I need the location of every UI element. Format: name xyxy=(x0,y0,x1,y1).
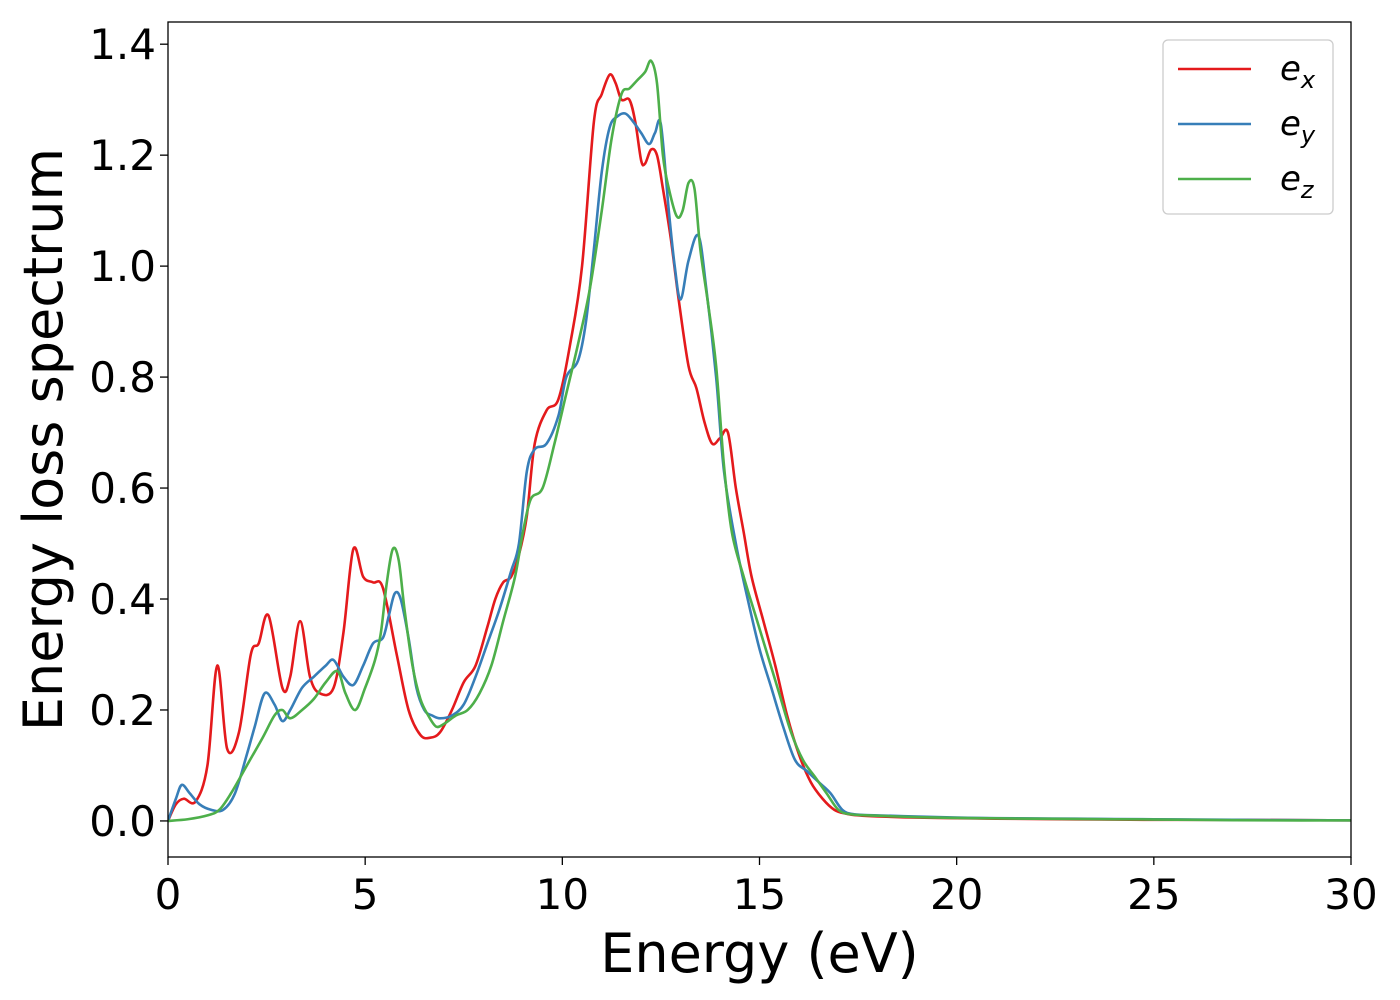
y-tick-label: 1.2 xyxy=(89,131,156,180)
y-tick-label: 0.6 xyxy=(89,464,156,513)
y-axis-ticks: 0.0 0.2 0.4 0.6 0.8 1.0 1.2 1.4 xyxy=(89,20,168,846)
y-tick-label: 1.0 xyxy=(89,242,156,291)
x-tick-label: 30 xyxy=(1324,870,1377,919)
y-tick-label: 0.2 xyxy=(89,686,156,735)
series-line-ey xyxy=(168,111,1351,822)
x-axis-ticks: 0 5 10 15 20 25 30 xyxy=(155,857,1378,919)
legend-item-ex: ex xyxy=(1178,49,1316,94)
legend-item-ey: ey xyxy=(1178,104,1316,149)
x-tick-label: 15 xyxy=(733,870,786,919)
series-layer xyxy=(168,59,1351,823)
x-tick-label: 25 xyxy=(1127,870,1180,919)
x-tick-label: 10 xyxy=(536,870,589,919)
legend-label: ez xyxy=(1280,159,1315,204)
y-tick-label: 0.0 xyxy=(89,797,156,846)
legend-box xyxy=(1162,39,1334,215)
series-line-ez xyxy=(168,59,1351,823)
x-axis-title: Energy (eV) xyxy=(600,922,919,985)
y-axis-title: Energy loss spectrum xyxy=(12,148,75,731)
legend-item-ez: ez xyxy=(1178,159,1315,204)
legend-label: ex xyxy=(1280,49,1316,94)
y-tick-label: 0.4 xyxy=(89,575,156,624)
x-tick-label: 0 xyxy=(155,870,182,919)
x-tick-label: 5 xyxy=(352,870,379,919)
y-tick-label: 0.8 xyxy=(89,353,156,402)
legend-label: ey xyxy=(1280,104,1316,149)
legend: ex ey ez xyxy=(1162,39,1334,215)
y-tick-label: 1.4 xyxy=(89,20,156,69)
x-tick-label: 20 xyxy=(930,870,983,919)
